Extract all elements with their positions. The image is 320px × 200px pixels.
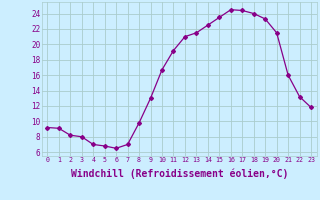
X-axis label: Windchill (Refroidissement éolien,°C): Windchill (Refroidissement éolien,°C) [70,169,288,179]
